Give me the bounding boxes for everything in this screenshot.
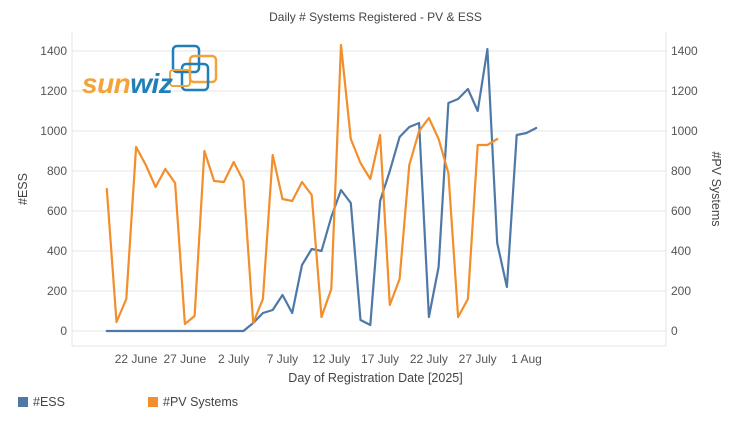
legend-item-ess: #ESS xyxy=(18,393,65,411)
x-tick-label: 17 July xyxy=(361,352,399,366)
x-tick-label: 2 July xyxy=(218,352,249,366)
logo-squares-icon xyxy=(169,44,218,92)
logo-text-sun: sun xyxy=(82,68,131,99)
series-line-ess xyxy=(105,47,538,333)
y-tick-label-left: 1200 xyxy=(40,84,67,98)
y-tick-label-left: 0 xyxy=(60,324,67,338)
legend-swatch-pv xyxy=(148,397,158,407)
x-tick-label: 12 July xyxy=(312,352,350,366)
x-tick-label: 22 June xyxy=(115,352,158,366)
y-tick-label-left: 400 xyxy=(47,244,67,258)
y-tick-label-right: 400 xyxy=(671,244,691,258)
y-tick-label-left: 600 xyxy=(47,204,67,218)
y-tick-label-right: 800 xyxy=(671,164,691,178)
legend-item-pv: #PV Systems xyxy=(148,393,238,411)
x-tick-label: 27 July xyxy=(459,352,497,366)
logo-text-wiz: wiz xyxy=(130,68,173,99)
y-tick-label-right: 600 xyxy=(671,204,691,218)
sunwiz-logo: sunwiz xyxy=(78,44,228,102)
y-tick-label-right: 200 xyxy=(671,284,691,298)
y-tick-label-left: 1000 xyxy=(40,124,67,138)
x-tick-label: 1 Aug xyxy=(511,352,542,366)
legend-label-ess: #ESS xyxy=(33,395,65,409)
x-tick-label: 22 July xyxy=(410,352,448,366)
y-tick-label-right: 0 xyxy=(671,324,678,338)
y-tick-label-right: 1400 xyxy=(671,44,698,58)
y-tick-label-right: 1200 xyxy=(671,84,698,98)
y-axis-title-left: #ESS xyxy=(16,173,30,205)
legend-label-pv: #PV Systems xyxy=(163,395,239,409)
y-tick-label-left: 200 xyxy=(47,284,67,298)
y-tick-label-left: 1400 xyxy=(40,44,67,58)
series-line-pv xyxy=(105,43,499,326)
legend-swatch-ess xyxy=(18,397,28,407)
y-tick-label-right: 1000 xyxy=(671,124,698,138)
logo-text: sunwiz xyxy=(82,68,173,100)
y-axis-title-right: #PV Systems xyxy=(709,151,723,226)
chart-title: Daily # Systems Registered - PV & ESS xyxy=(269,10,482,24)
x-tick-label: 7 July xyxy=(267,352,298,366)
y-tick-label-left: 800 xyxy=(47,164,67,178)
x-axis-title: Day of Registration Date [2025] xyxy=(288,371,462,385)
x-tick-label: 27 June xyxy=(164,352,207,366)
